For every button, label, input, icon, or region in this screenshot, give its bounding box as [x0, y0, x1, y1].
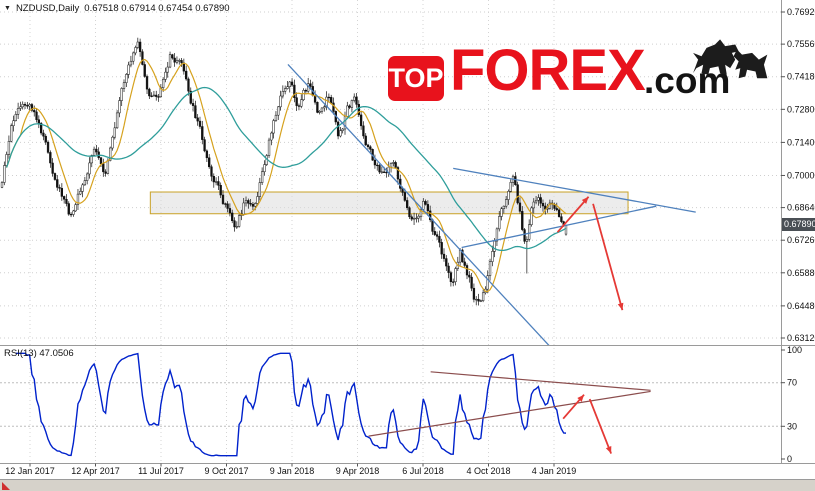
chart-dropdown-icon[interactable]: ▼ — [4, 4, 11, 12]
rsi-trendlines — [368, 371, 651, 437]
rsi-line — [15, 352, 567, 457]
svg-text:6 Jul 2018: 6 Jul 2018 — [402, 466, 444, 476]
forecast-arrows — [556, 196, 624, 311]
svg-text:4 Jan 2019: 4 Jan 2019 — [532, 466, 577, 476]
svg-text:100: 100 — [787, 345, 802, 355]
trendlines-layer — [287, 64, 696, 347]
status-bar — [0, 479, 815, 491]
svg-text:4 Oct 2018: 4 Oct 2018 — [466, 466, 510, 476]
ohlc-values: 0.67518 0.67914 0.67454 0.67890 — [84, 3, 230, 14]
current-price-badge: 0.67890 — [782, 218, 815, 232]
candles-layer — [0, 37, 568, 306]
ma-fast-line — [6, 58, 567, 293]
svg-text:9 Oct 2017: 9 Oct 2017 — [204, 466, 248, 476]
svg-text:9 Jan 2018: 9 Jan 2018 — [270, 466, 315, 476]
rsi-wedge-upper — [430, 371, 651, 391]
chart-title: ▼ NZDUSD,Daily 0.67518 0.67914 0.67454 0… — [4, 3, 230, 14]
status-bar-icon — [2, 482, 10, 490]
symbol-period-label: NZDUSD,Daily — [15, 3, 80, 14]
grid-layer — [0, 0, 781, 463]
wedge-lower — [461, 205, 657, 249]
svg-text:11 Jul 2017: 11 Jul 2017 — [138, 466, 184, 476]
major-downtrend — [287, 64, 550, 347]
svg-text:12 Jan 2017: 12 Jan 2017 — [5, 466, 55, 476]
svg-text:30: 30 — [787, 421, 797, 431]
wedge-upper — [453, 167, 696, 213]
ma-slow-line — [5, 86, 567, 252]
rsi-scale-labels: 100 70 30 0 — [781, 345, 802, 464]
svg-text:9 Apr 2018: 9 Apr 2018 — [336, 466, 380, 476]
time-scale-labels: 12 Jan 2017 12 Apr 2017 11 Jul 2017 9 Oct 2… — [5, 463, 577, 476]
svg-text:70: 70 — [787, 378, 797, 388]
panel-borders — [0, 0, 815, 464]
rsi-wedge-lower — [368, 390, 651, 437]
svg-text:0.63120: 0.63120 — [787, 333, 815, 343]
rsi-arrows — [562, 394, 612, 454]
svg-text:12 Apr 2017: 12 Apr 2017 — [71, 466, 120, 476]
svg-text:0: 0 — [787, 454, 792, 464]
rsi-indicator-label: RSI(13) 47.0506 — [4, 348, 74, 359]
